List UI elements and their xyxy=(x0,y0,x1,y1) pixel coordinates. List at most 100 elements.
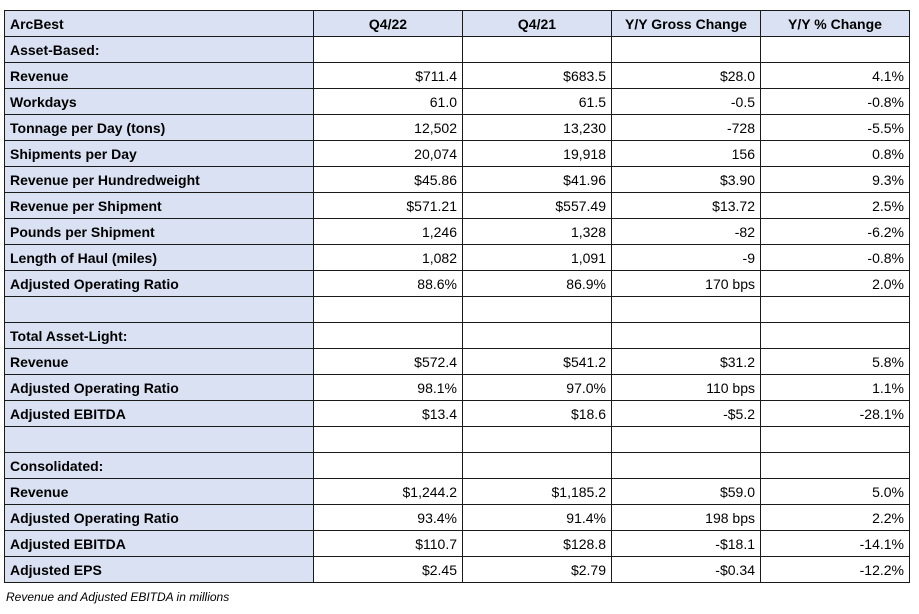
empty-cell xyxy=(313,296,463,323)
value-q421: 1,091 xyxy=(462,244,612,271)
value-yy-pct-change: -0.8% xyxy=(760,88,910,115)
value-q421: 91.4% xyxy=(462,504,612,531)
table-row: Revenue per Shipment $571.21 $557.49 $13.72… xyxy=(4,192,910,219)
value-q422: $1,244.2 xyxy=(313,478,463,505)
section-label: Total Asset-Light: xyxy=(4,322,314,349)
table-row: Adjusted Operating Ratio 98.1% 97.0% 110 bp… xyxy=(4,374,910,401)
value-yy-gross-change: -728 xyxy=(611,114,761,141)
empty-cell xyxy=(611,452,761,479)
value-yy-gross-change: -9 xyxy=(611,244,761,271)
empty-cell xyxy=(760,296,910,323)
value-yy-gross-change: -$0.34 xyxy=(611,556,761,583)
value-q422: $45.86 xyxy=(313,166,463,193)
empty-cell xyxy=(760,452,910,479)
value-q422: $711.4 xyxy=(313,62,463,89)
value-q421: $18.6 xyxy=(462,400,612,427)
row-label: Tonnage per Day (tons) xyxy=(4,114,314,141)
value-yy-gross-change: 110 bps xyxy=(611,374,761,401)
table-row: Adjusted EBITDA $13.4 $18.6 -$5.2 -28.1% xyxy=(4,400,910,427)
table-row: Tonnage per Day (tons) 12,502 13,230 -728 -5… xyxy=(4,114,910,141)
value-yy-gross-change: $59.0 xyxy=(611,478,761,505)
value-q422: $571.21 xyxy=(313,192,463,219)
header-q421: Q4/21 xyxy=(462,10,612,37)
header-q422: Q4/22 xyxy=(313,10,463,37)
value-q422: 61.0 xyxy=(313,88,463,115)
value-yy-pct-change: 5.8% xyxy=(760,348,910,375)
value-q421: 97.0% xyxy=(462,374,612,401)
empty-cell xyxy=(462,452,612,479)
empty-cell xyxy=(462,322,612,349)
spacer-row xyxy=(4,426,910,453)
value-yy-pct-change: -28.1% xyxy=(760,400,910,427)
value-yy-pct-change: -0.8% xyxy=(760,244,910,271)
table-body: ArcBest Q4/22 Q4/21 Y/Y Gross Change Y/Y… xyxy=(4,10,910,583)
table-row: Length of Haul (miles) 1,082 1,091 -9 -0.8% xyxy=(4,244,910,271)
footnote: Revenue and Adjusted EBITDA in millions xyxy=(6,590,230,604)
value-yy-pct-change: 2.2% xyxy=(760,504,910,531)
value-q422: $110.7 xyxy=(313,530,463,557)
spacer-label-cell xyxy=(4,426,314,453)
value-yy-pct-change: -12.2% xyxy=(760,556,910,583)
value-q421: $557.49 xyxy=(462,192,612,219)
value-yy-pct-change: 2.5% xyxy=(760,192,910,219)
section-label: Consolidated: xyxy=(4,452,314,479)
header-yy-gross-change: Y/Y Gross Change xyxy=(611,10,761,37)
row-label: Adjusted Operating Ratio xyxy=(4,270,314,297)
row-label: Revenue xyxy=(4,62,314,89)
section-row: Asset-Based: xyxy=(4,36,910,63)
value-q422: 1,246 xyxy=(313,218,463,245)
table-row: Workdays 61.0 61.5 -0.5 -0.8% xyxy=(4,88,910,115)
empty-cell xyxy=(611,322,761,349)
value-yy-gross-change: -82 xyxy=(611,218,761,245)
row-label: Adjusted Operating Ratio xyxy=(4,504,314,531)
table-row: Adjusted EBITDA $110.7 $128.8 -$18.1 -14.1% xyxy=(4,530,910,557)
value-yy-pct-change: 9.3% xyxy=(760,166,910,193)
empty-cell xyxy=(760,36,910,63)
value-yy-pct-change: 4.1% xyxy=(760,62,910,89)
value-q421: 61.5 xyxy=(462,88,612,115)
value-q421: $2.79 xyxy=(462,556,612,583)
value-yy-gross-change: -$5.2 xyxy=(611,400,761,427)
value-q421: $683.5 xyxy=(462,62,612,89)
header-yy-pct-change: Y/Y % Change xyxy=(760,10,910,37)
value-yy-gross-change: $13.72 xyxy=(611,192,761,219)
header-row: ArcBest Q4/22 Q4/21 Y/Y Gross Change Y/Y… xyxy=(4,10,910,37)
table-row: Pounds per Shipment 1,246 1,328 -82 -6.2% xyxy=(4,218,910,245)
value-yy-pct-change: 0.8% xyxy=(760,140,910,167)
table-row: Revenue $711.4 $683.5 $28.0 4.1% xyxy=(4,62,910,89)
value-q421: 1,328 xyxy=(462,218,612,245)
section-row: Total Asset-Light: xyxy=(4,322,910,349)
value-q422: 1,082 xyxy=(313,244,463,271)
empty-cell xyxy=(313,452,463,479)
empty-cell xyxy=(313,322,463,349)
table-row: Adjusted EPS $2.45 $2.79 -$0.34 -12.2% xyxy=(4,556,910,583)
spacer-label-cell xyxy=(4,296,314,323)
value-q421: $41.96 xyxy=(462,166,612,193)
table-row: Adjusted Operating Ratio 93.4% 91.4% 198 bp… xyxy=(4,504,910,531)
value-yy-gross-change: $3.90 xyxy=(611,166,761,193)
value-yy-pct-change: -6.2% xyxy=(760,218,910,245)
value-yy-pct-change: -5.5% xyxy=(760,114,910,141)
value-q421: $541.2 xyxy=(462,348,612,375)
row-label: Adjusted EPS xyxy=(4,556,314,583)
spacer-row xyxy=(4,296,910,323)
value-yy-gross-change: 198 bps xyxy=(611,504,761,531)
financial-table-container: ArcBest Q4/22 Q4/21 Y/Y Gross Change Y/Y… xyxy=(4,10,910,583)
value-q421: 13,230 xyxy=(462,114,612,141)
value-q422: 98.1% xyxy=(313,374,463,401)
empty-cell xyxy=(760,322,910,349)
empty-cell xyxy=(462,36,612,63)
value-yy-gross-change: $31.2 xyxy=(611,348,761,375)
empty-cell xyxy=(462,296,612,323)
row-label: Revenue xyxy=(4,348,314,375)
empty-cell xyxy=(611,36,761,63)
row-label: Revenue xyxy=(4,478,314,505)
section-row: Consolidated: xyxy=(4,452,910,479)
value-q422: 12,502 xyxy=(313,114,463,141)
row-label: Adjusted EBITDA xyxy=(4,400,314,427)
row-label: Revenue per Hundredweight xyxy=(4,166,314,193)
value-q422: 88.6% xyxy=(313,270,463,297)
empty-cell xyxy=(313,36,463,63)
value-q422: 20,074 xyxy=(313,140,463,167)
value-yy-pct-change: 2.0% xyxy=(760,270,910,297)
